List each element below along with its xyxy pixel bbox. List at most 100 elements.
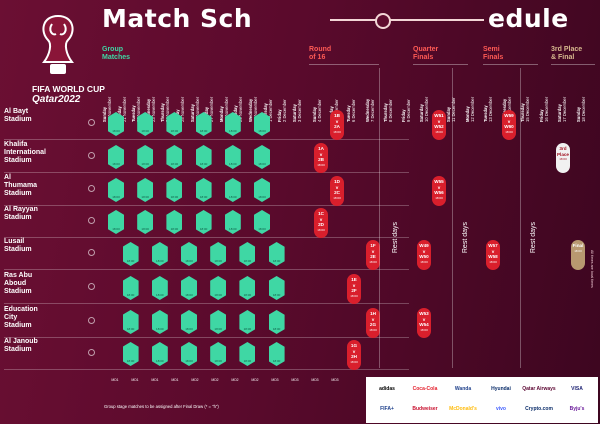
stage-r16: Round of 16 xyxy=(309,46,331,62)
day-header: Friday 2 December xyxy=(277,70,287,122)
group-match-hex[interactable]: 18:00 xyxy=(224,178,241,202)
group-match-hex[interactable]: 18:00 xyxy=(254,112,270,136)
knockout-label: 1A v 2B xyxy=(318,146,324,162)
group-match-hex[interactable]: 18:00 xyxy=(181,242,197,266)
group-match-hex[interactable]: 18:00 xyxy=(137,112,154,136)
knockout-match-r3[interactable]: 1D v 2C 18:00 xyxy=(330,176,344,206)
match-time: 18:00 xyxy=(112,162,120,166)
group-match-hex[interactable]: 18:00 xyxy=(181,310,197,334)
knockout-label: W57 v W58 xyxy=(488,243,498,259)
group-match-hex[interactable]: 18:00 xyxy=(181,342,197,366)
row-divider xyxy=(4,205,409,206)
group-match-hex[interactable]: 18:00 xyxy=(108,178,124,202)
group-match-hex[interactable]: 18:00 xyxy=(210,242,227,266)
group-match-hex[interactable]: 18:00 xyxy=(166,112,183,136)
group-match-hex[interactable]: 18:00 xyxy=(166,178,183,202)
knockout-match-sf1[interactable]: W59 v W60 18:00 xyxy=(502,110,516,140)
sponsor-logo: Qatar Airways xyxy=(522,386,556,392)
group-match-hex[interactable]: 18:00 xyxy=(122,342,139,366)
knockout-match-qf1[interactable]: W51 v W52 18:00 xyxy=(432,110,446,140)
knockout-match-sf2[interactable]: W57 v W58 18:00 xyxy=(486,240,500,270)
knockout-match-qf4[interactable]: W53 v W54 18:00 xyxy=(417,308,431,338)
match-time: 18:00 xyxy=(243,327,252,331)
match-time: 18:00 xyxy=(258,195,266,199)
row-marker-icon xyxy=(88,317,95,324)
group-match-hex[interactable]: 18:00 xyxy=(239,342,256,366)
stage-qf-label: Quarter Finals xyxy=(413,46,439,61)
group-match-hex[interactable]: 18:00 xyxy=(151,310,168,334)
match-time: 18:00 xyxy=(258,129,266,133)
knockout-match-r2[interactable]: 1A v 2B 18:00 xyxy=(314,143,328,173)
match-time: 18:00 xyxy=(214,293,222,297)
match-time: 18:00 xyxy=(112,129,120,133)
match-time: 18:00 xyxy=(141,195,149,199)
group-match-hex[interactable]: 18:00 xyxy=(239,242,256,266)
group-match-hex[interactable]: 18:00 xyxy=(151,242,168,266)
group-match-hex[interactable]: 18:00 xyxy=(268,242,285,266)
knockout-label: 1G v 2H xyxy=(350,343,358,359)
group-match-hex[interactable]: 18:00 xyxy=(195,210,212,234)
rest-days-3: Rest days xyxy=(530,222,537,254)
group-match-hex[interactable]: 18:00 xyxy=(195,112,212,136)
group-match-hex[interactable]: 18:00 xyxy=(108,145,124,169)
group-match-hex[interactable]: 18:00 xyxy=(137,178,154,202)
day-header: Tuesday 22 November xyxy=(131,70,141,122)
knockout-label: Final xyxy=(572,243,584,248)
group-match-hex[interactable]: 18:00 xyxy=(224,210,241,234)
knockout-match-r5[interactable]: 1F v 2E 18:00 xyxy=(366,240,380,270)
group-match-hex[interactable]: 18:00 xyxy=(122,242,139,266)
group-match-hex[interactable]: 18:00 xyxy=(210,342,227,366)
group-match-hex[interactable]: 18:00 xyxy=(254,178,270,202)
match-time: 18:00 xyxy=(243,293,252,297)
group-match-hex[interactable]: 18:00 xyxy=(210,276,227,300)
group-match-hex[interactable]: 18:00 xyxy=(108,210,124,234)
day-header: Saturday 3 December xyxy=(292,70,302,122)
group-match-hex[interactable]: 18:00 xyxy=(268,276,285,300)
group-match-hex[interactable]: 18:00 xyxy=(137,145,154,169)
group-match-hex[interactable]: 18:00 xyxy=(210,310,227,334)
group-match-hex[interactable]: 18:00 xyxy=(122,276,139,300)
knockout-match-qf2[interactable]: W55 v W56 18:00 xyxy=(432,176,446,206)
group-match-hex[interactable]: 18:00 xyxy=(195,145,212,169)
knockout-time: 18:00 xyxy=(369,327,377,332)
match-time: 18:00 xyxy=(156,293,164,297)
day-header: Wednesday 7 December xyxy=(365,70,375,122)
row-divider xyxy=(4,172,409,173)
rest-divider-2 xyxy=(452,68,453,368)
group-match-hex[interactable]: 18:00 xyxy=(166,145,183,169)
group-match-hex[interactable]: 18:00 xyxy=(254,210,270,234)
group-match-hex[interactable]: 18:00 xyxy=(254,145,270,169)
group-match-hex[interactable]: 18:00 xyxy=(239,276,256,300)
match-time: 18:00 xyxy=(185,293,193,297)
knockout-match-third[interactable]: 3rd Place 18:00 xyxy=(556,143,570,173)
stage-qf: Quarter Finals xyxy=(413,46,438,62)
knockout-match-r6[interactable]: 1E v 2F 18:00 xyxy=(347,274,361,304)
group-match-hex[interactable]: 18:00 xyxy=(151,276,168,300)
group-code: MD2 xyxy=(211,378,219,382)
knockout-match-final[interactable]: Final 18:00 xyxy=(571,240,585,270)
knockout-match-r1[interactable]: 1B v 2A 18:00 xyxy=(330,110,344,140)
group-match-hex[interactable]: 18:00 xyxy=(268,342,285,366)
group-match-hex[interactable]: 18:00 xyxy=(151,342,168,366)
group-match-hex[interactable]: 18:00 xyxy=(195,178,212,202)
group-match-hex[interactable]: 18:00 xyxy=(166,210,183,234)
row-divider xyxy=(4,337,409,338)
ball-icon xyxy=(375,13,391,29)
knockout-match-r8[interactable]: 1G v 2H 18:00 xyxy=(347,340,361,370)
group-match-hex[interactable]: 18:00 xyxy=(137,210,154,234)
knockout-match-qf3[interactable]: W49 v W50 18:00 xyxy=(417,240,431,270)
group-match-hex[interactable]: 18:00 xyxy=(224,112,241,136)
group-match-hex[interactable]: 18:00 xyxy=(224,145,241,169)
group-match-hex[interactable]: 18:00 xyxy=(108,112,124,136)
knockout-match-r4[interactable]: 1C v 2D 18:00 xyxy=(314,208,328,238)
group-match-hex[interactable]: 18:00 xyxy=(239,310,256,334)
knockout-time: 18:00 xyxy=(350,359,358,364)
day-date: 16 December xyxy=(543,96,549,122)
title-rule xyxy=(330,19,484,21)
group-match-hex[interactable]: 18:00 xyxy=(268,310,285,334)
group-match-hex[interactable]: 18:00 xyxy=(181,276,197,300)
match-time: 18:00 xyxy=(141,227,149,231)
knockout-match-r7[interactable]: 1H v 2G 18:00 xyxy=(366,308,380,338)
group-match-hex[interactable]: 18:00 xyxy=(122,310,139,334)
